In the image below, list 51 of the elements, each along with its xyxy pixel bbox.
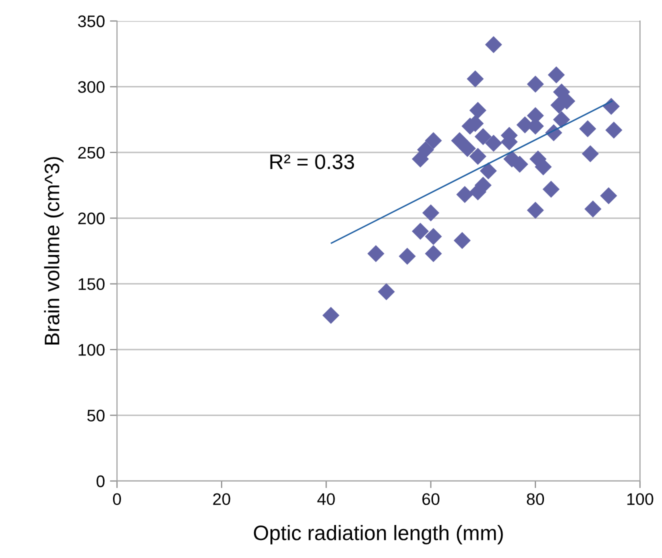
y-tick-label: 200 <box>78 212 105 224</box>
y-tick-label: 150 <box>78 278 105 290</box>
point <box>322 306 340 324</box>
point <box>412 222 429 240</box>
point <box>485 134 502 152</box>
point <box>417 141 434 158</box>
point <box>526 202 544 219</box>
point <box>454 232 471 249</box>
point <box>526 76 544 93</box>
point <box>480 162 497 180</box>
y-axis-title: Brain volume (cm^3) <box>44 157 64 344</box>
x-axis-title: Optic radiation length (mm) <box>254 525 503 544</box>
y-tick-label: 250 <box>78 146 105 159</box>
y-tick-label: 0 <box>96 475 105 488</box>
point <box>553 111 570 128</box>
point <box>474 128 492 146</box>
point <box>469 102 486 119</box>
x-tick-label: 40 <box>317 493 335 506</box>
y-tick-label: 100 <box>78 344 105 356</box>
point <box>469 148 486 165</box>
point <box>600 187 618 204</box>
point <box>378 283 395 300</box>
point <box>451 132 468 150</box>
point <box>398 248 416 265</box>
point <box>542 180 560 198</box>
x-tick-label: 60 <box>422 493 440 506</box>
point <box>584 200 602 218</box>
y-tick-label: 300 <box>78 81 105 93</box>
x-tick-label: 20 <box>213 493 230 506</box>
point <box>424 245 442 262</box>
point <box>602 98 620 115</box>
x-tick-label: 80 <box>526 493 544 506</box>
point <box>367 245 384 262</box>
y-tick-label: 50 <box>87 410 105 422</box>
point <box>605 122 622 139</box>
annotation: R² = 0.33 <box>270 154 354 170</box>
point <box>511 156 528 173</box>
point <box>458 140 476 157</box>
point <box>424 228 442 246</box>
point <box>534 158 552 176</box>
point <box>548 66 565 84</box>
point <box>485 36 502 54</box>
point <box>579 120 596 138</box>
y-tick-label: 350 <box>78 15 105 28</box>
x-tick-label: 100 <box>627 493 654 506</box>
x-tick-label: 0 <box>113 493 121 506</box>
point <box>422 204 440 222</box>
point <box>466 70 484 88</box>
point <box>456 186 474 203</box>
point <box>424 132 442 150</box>
point <box>582 145 599 162</box>
